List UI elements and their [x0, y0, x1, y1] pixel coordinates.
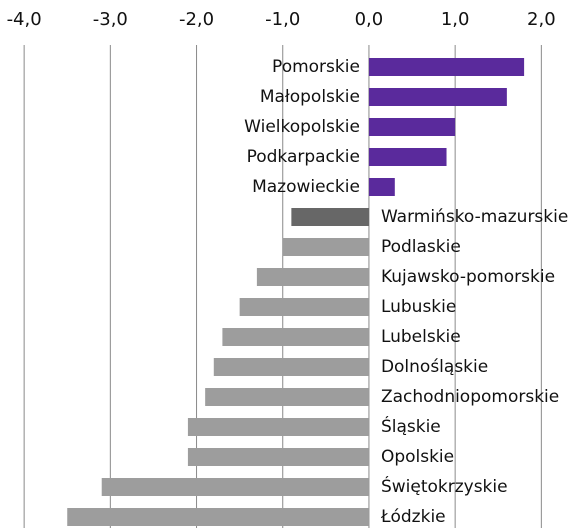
category-label: Pomorskie	[272, 57, 360, 77]
bar	[67, 508, 369, 526]
bar	[368, 148, 447, 166]
category-label: Łódzkie	[380, 507, 446, 527]
x-tick-label: -1,0	[265, 9, 300, 30]
x-tick-label: -2,0	[179, 9, 214, 30]
category-label: Świętokrzyskie	[381, 475, 508, 497]
category-label: Wielkopolskie	[244, 117, 360, 137]
category-label: Śląskie	[381, 415, 441, 437]
category-label: Mazowieckie	[252, 177, 360, 197]
bar	[368, 58, 525, 76]
bar	[368, 118, 456, 136]
category-label: Kujawsko-pomorskie	[381, 267, 555, 287]
x-tick-label: -3,0	[93, 9, 128, 30]
x-tick-label: 2,0	[527, 9, 556, 30]
x-tick-label: -4,0	[7, 9, 42, 30]
category-label: Lubelskie	[381, 327, 461, 347]
bar	[213, 358, 369, 376]
category-label: Zachodniopomorskie	[381, 387, 559, 407]
category-label: Warmińsko-mazurskie	[381, 207, 568, 227]
bar	[282, 238, 369, 256]
category-label: Podkarpackie	[247, 147, 360, 167]
bar	[187, 418, 369, 436]
bar	[222, 328, 369, 346]
bar	[205, 388, 369, 406]
category-label: Małopolskie	[260, 87, 360, 107]
category-label: Lubuskie	[381, 297, 456, 317]
category-label: Podlaskie	[381, 237, 461, 257]
bar	[256, 268, 369, 286]
x-tick-label: 1,0	[441, 9, 470, 30]
x-tick-label: 0,0	[355, 9, 384, 30]
bar	[291, 208, 369, 226]
bar	[368, 88, 507, 106]
bar	[368, 178, 395, 196]
bar	[239, 298, 369, 316]
bar	[187, 448, 369, 466]
bar	[101, 478, 369, 496]
category-label: Opolskie	[381, 447, 454, 467]
category-label: Dolnośląskie	[381, 357, 488, 377]
